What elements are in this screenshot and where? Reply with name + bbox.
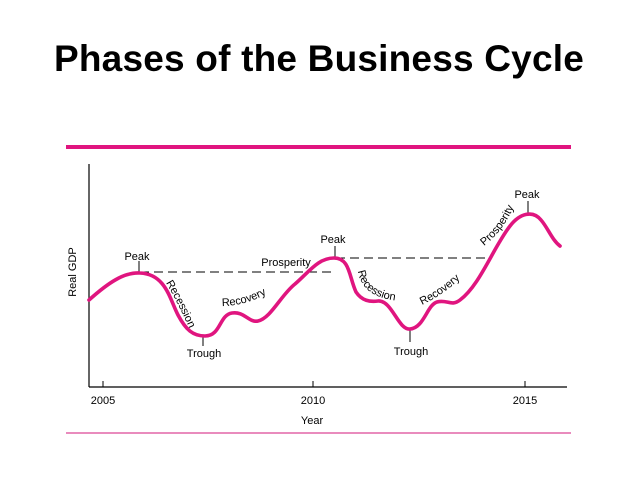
peak-1-label: Peak — [124, 251, 150, 263]
slide-title: Phases of the Business Cycle — [54, 38, 584, 79]
recovery-1-label: Recovery — [222, 286, 269, 309]
trough-2-label: Trough — [394, 346, 428, 358]
x-tick-label-2010: 2010 — [301, 395, 325, 407]
recovery-1-text: Recovery — [222, 286, 269, 309]
y-axis-label: Real GDP — [67, 247, 79, 297]
peak-2-label: Peak — [320, 234, 346, 246]
top-divider — [66, 145, 571, 149]
business-cycle-curve — [87, 212, 562, 338]
prosperity-1-label: Prosperity — [261, 257, 311, 269]
trough-1-label: Trough — [187, 348, 221, 360]
x-tick-label-2005: 2005 — [91, 395, 115, 407]
x-axis-label: Year — [301, 415, 324, 427]
bottom-divider — [66, 432, 571, 434]
x-tick-label-2015: 2015 — [513, 395, 537, 407]
peak-3-label: Peak — [514, 189, 540, 201]
